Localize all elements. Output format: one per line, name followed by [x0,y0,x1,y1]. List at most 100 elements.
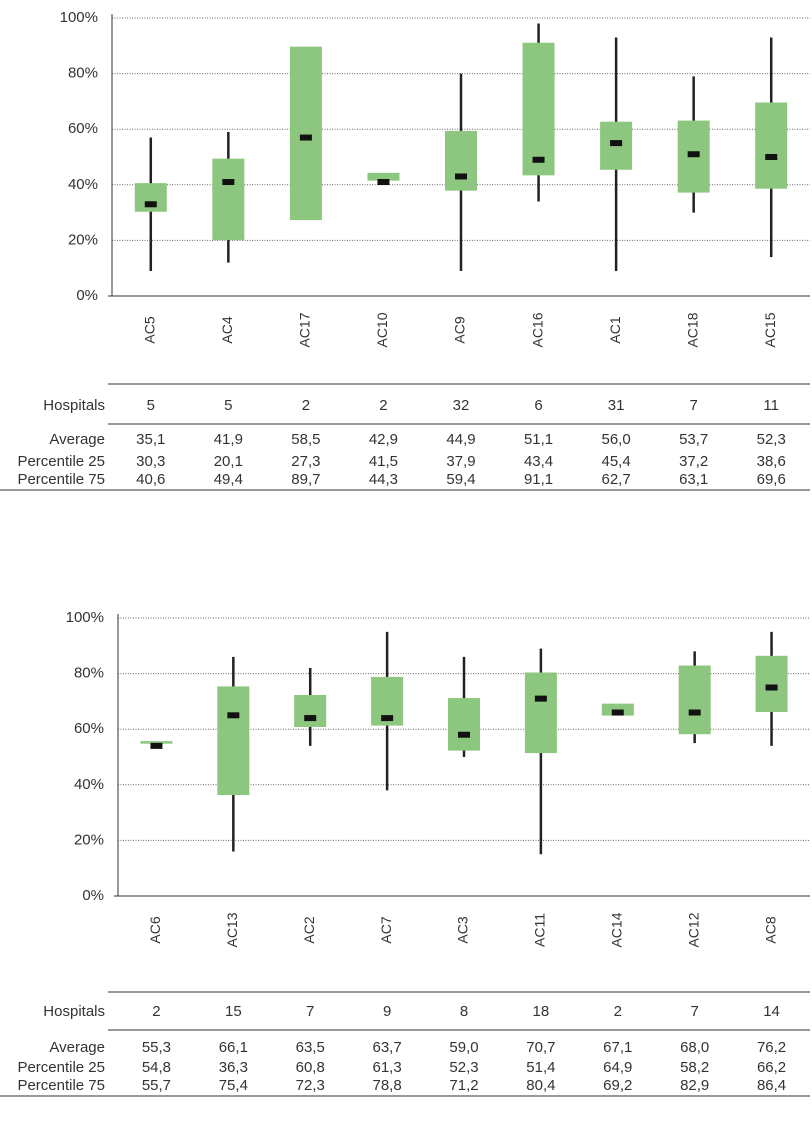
y-tick-label: 40% [74,776,104,793]
y-tick-label: 80% [74,665,104,682]
x-tick-label: AC2 [301,916,317,943]
table-cell: 69,2 [603,1077,632,1094]
y-tick-label: 40% [68,176,98,193]
y-tick-label: 100% [66,609,104,626]
x-tick-label: AC8 [762,916,778,943]
table-cell: 18 [533,1003,550,1020]
table-cell: 43,4 [524,453,553,470]
table-cell: 89,7 [291,471,320,488]
y-tick-label: 60% [74,720,104,737]
box [755,102,788,189]
table-cell: 7 [306,1003,314,1020]
row-label: Percentile 25 [17,1059,105,1076]
row-label: Percentile 75 [17,471,105,488]
x-tick-label: AC12 [685,912,701,947]
table-cell: 68,0 [680,1039,709,1056]
table-cell: 64,9 [603,1059,632,1076]
box [448,698,480,751]
table-cell: 55,3 [142,1039,171,1056]
median-marker [688,709,701,716]
table-cell: 15 [225,1003,242,1020]
table-cell: 61,3 [373,1059,402,1076]
table-cell: 42,9 [369,431,398,448]
table-cell: 37,9 [446,453,475,470]
table-cell: 86,4 [757,1077,786,1094]
median-marker [377,179,390,186]
y-tick-label: 80% [68,65,98,82]
table-cell: 7 [689,397,697,414]
y-tick-label: 0% [82,887,104,904]
table-cell: 51,1 [524,431,553,448]
table-cell: 58,5 [291,431,320,448]
table-cell: 59,4 [446,471,475,488]
table-cell: 7 [690,1003,698,1020]
x-tick-label: AC10 [374,312,390,347]
box [289,46,322,221]
box [212,158,245,241]
table-cell: 60,8 [296,1059,325,1076]
x-tick-label: AC18 [684,312,700,347]
table-cell: 11 [763,397,779,414]
box [367,172,400,181]
table-cell: 49,4 [214,471,243,488]
x-tick-label: AC4 [219,316,235,343]
box [140,741,173,744]
row-label: Percentile 25 [17,453,105,470]
row-label: Hospitals [43,1003,105,1020]
table-cell: 67,1 [603,1039,632,1056]
table-cell: 2 [302,397,310,414]
table-cell: 45,4 [602,453,631,470]
table-cell: 91,1 [524,471,553,488]
table-cell: 2 [614,1003,622,1020]
row-label: Average [49,1039,105,1056]
median-marker [455,173,467,180]
box [755,655,788,712]
table-cell: 31 [608,397,625,414]
table-cell: 56,0 [602,431,631,448]
table-cell: 63,1 [679,471,708,488]
table-cell: 41,5 [369,453,398,470]
table-cell: 37,2 [679,453,708,470]
table-cell: 2 [152,1003,160,1020]
median-marker [765,154,778,160]
table-cell: 76,2 [757,1039,786,1056]
median-marker [144,201,157,208]
x-tick-label: AC7 [378,916,394,943]
table-cell: 5 [224,397,232,414]
table-cell: 55,7 [142,1077,171,1094]
median-marker [458,731,470,738]
table-cell: 6 [534,397,542,414]
y-tick-label: 20% [68,231,98,248]
y-tick-label: 20% [74,831,104,848]
table-cell: 78,8 [373,1077,402,1094]
median-marker [150,742,163,749]
table-cell: 63,5 [296,1039,325,1056]
row-label: Percentile 75 [17,1077,105,1094]
median-marker [299,134,312,141]
median-marker [765,684,778,691]
table-cell: 75,4 [219,1077,248,1094]
table-cell: 66,1 [219,1039,248,1056]
x-tick-label: AC13 [224,912,240,947]
table-cell: 70,7 [526,1039,555,1056]
table-cell: 63,7 [373,1039,402,1056]
table-cell: 66,2 [757,1059,786,1076]
box [445,130,477,191]
median-marker [611,709,624,716]
table-cell: 53,7 [679,431,708,448]
box [217,686,250,796]
table-cell: 82,9 [680,1077,709,1094]
median-marker [304,715,317,722]
row-label: Average [49,431,105,448]
x-tick-label: AC16 [529,312,545,347]
table-cell: 44,9 [446,431,475,448]
table-cell: 58,2 [680,1059,709,1076]
box [294,695,327,727]
table-cell: 32 [453,397,470,414]
table-cell: 72,3 [296,1077,325,1094]
table-cell: 5 [147,397,155,414]
y-tick-label: 100% [60,9,98,26]
table-cell: 59,0 [449,1039,478,1056]
table-cell: 14 [763,1003,780,1020]
